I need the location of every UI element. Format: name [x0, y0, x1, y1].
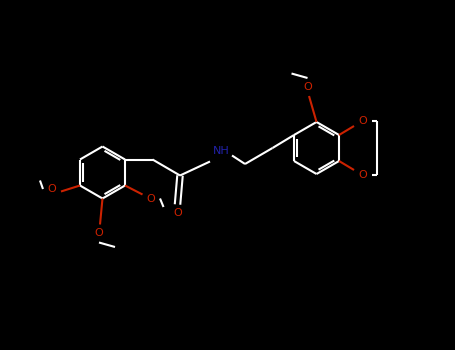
Text: O: O	[147, 194, 156, 203]
Text: O: O	[48, 184, 56, 194]
Text: O: O	[358, 170, 367, 180]
Text: O: O	[95, 229, 103, 238]
Text: NH: NH	[212, 147, 229, 156]
Text: O: O	[173, 208, 182, 218]
Text: O: O	[303, 82, 312, 92]
Text: O: O	[358, 116, 367, 126]
